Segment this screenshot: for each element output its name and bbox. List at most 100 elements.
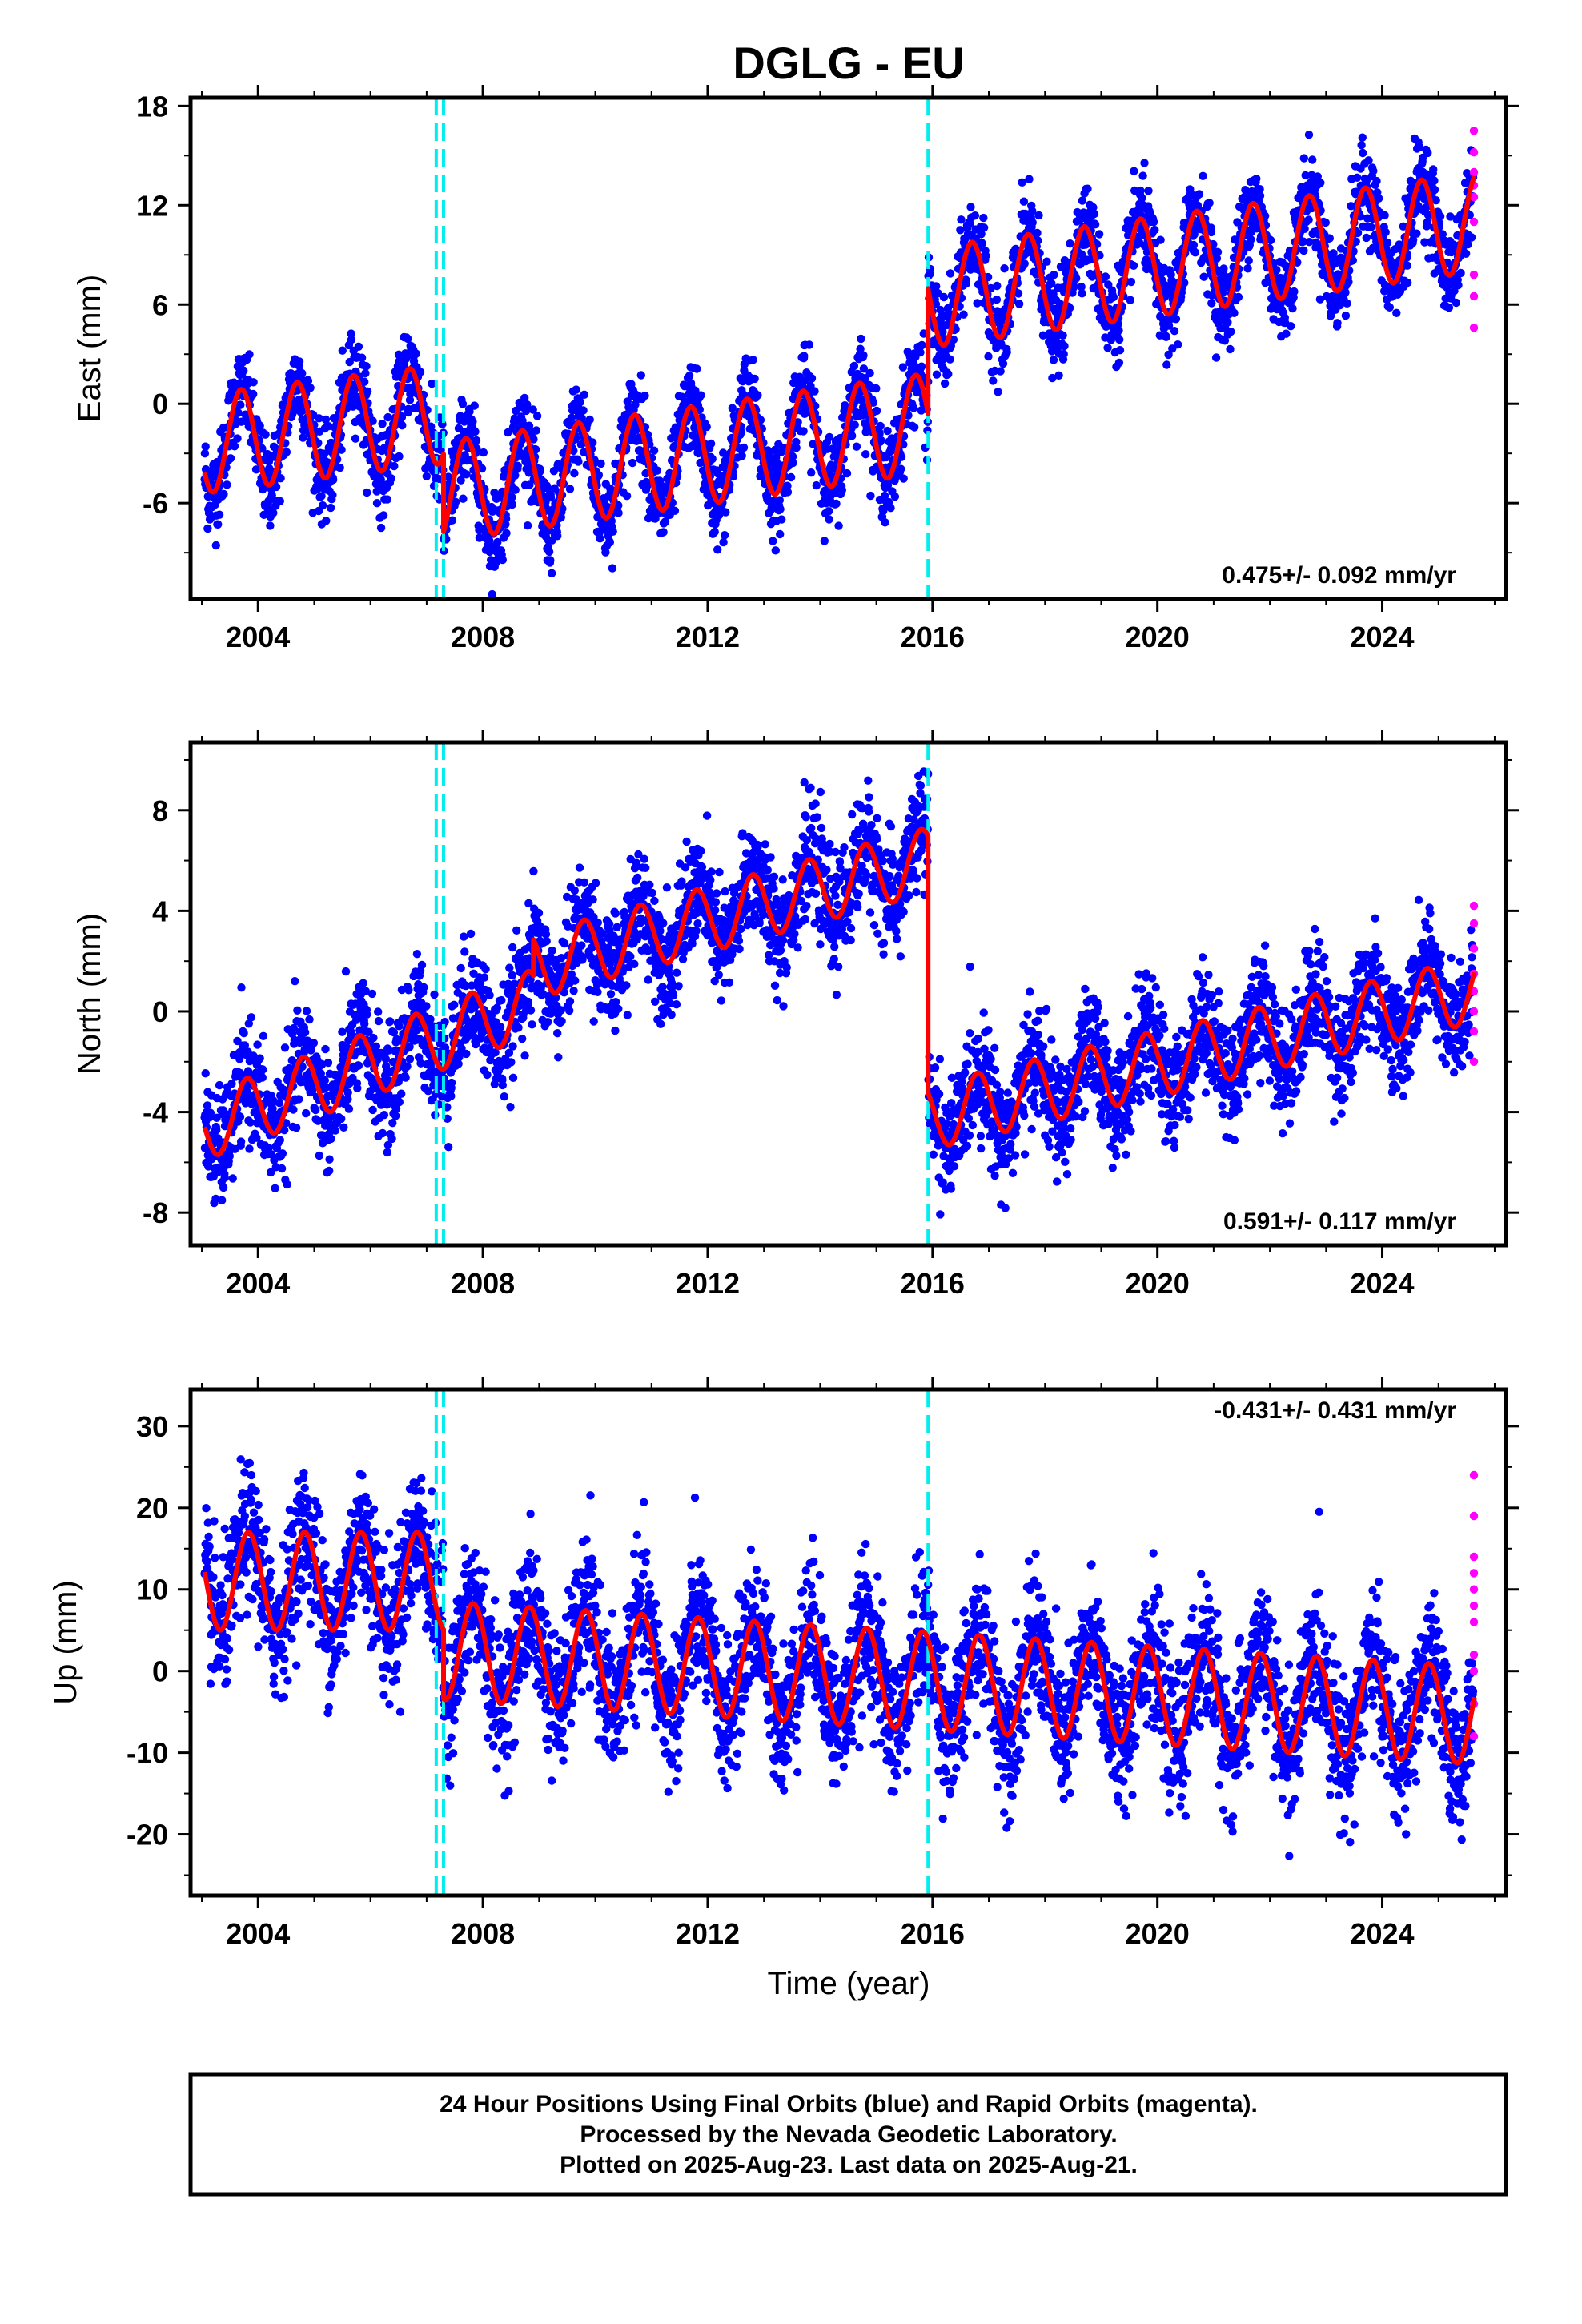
final-orbit-point <box>1308 155 1317 164</box>
final-orbit-point <box>328 490 337 500</box>
final-orbit-point <box>1435 211 1445 221</box>
final-orbit-point <box>236 400 245 409</box>
final-orbit-point <box>335 463 344 472</box>
final-orbit-point <box>553 532 562 541</box>
final-orbit-point <box>1223 318 1232 327</box>
final-orbit-point <box>940 379 950 388</box>
final-orbit-point <box>387 1134 396 1144</box>
final-orbit-point <box>306 384 315 392</box>
final-orbit-point <box>280 1043 290 1052</box>
final-orbit-point <box>1034 211 1043 220</box>
final-orbit-point <box>420 983 428 992</box>
final-orbit-point <box>636 371 645 380</box>
final-orbit-point <box>267 491 276 500</box>
final-orbit-point <box>470 401 479 410</box>
final-orbit-point <box>354 342 363 351</box>
rapid-orbit-point <box>1469 270 1479 279</box>
final-orbit-point <box>1380 211 1389 220</box>
final-orbit-point <box>311 1105 320 1115</box>
final-orbit-point <box>992 295 1002 304</box>
final-orbit-point <box>245 350 254 359</box>
final-orbit-point <box>1189 240 1199 250</box>
final-orbit-point <box>327 1134 335 1144</box>
final-orbit-point <box>1025 175 1034 183</box>
final-orbit-point <box>271 482 281 492</box>
final-orbit-point <box>545 526 554 535</box>
final-orbit-point <box>932 282 941 291</box>
final-orbit-point <box>659 528 668 537</box>
final-orbit-point <box>1456 268 1465 278</box>
final-orbit-point <box>570 468 579 478</box>
final-orbit-point <box>1234 292 1243 302</box>
final-orbit-point <box>869 398 878 407</box>
final-orbit-point <box>628 458 637 468</box>
final-orbit-point <box>531 445 540 454</box>
final-orbit-point <box>548 569 556 577</box>
final-orbit-point <box>289 1105 298 1114</box>
final-orbit-point <box>1162 360 1171 369</box>
final-orbit-point <box>318 501 327 510</box>
final-orbit-point <box>1144 187 1153 195</box>
final-orbit-point <box>298 368 307 378</box>
final-orbit-point <box>574 457 583 466</box>
final-orbit-point <box>917 340 926 350</box>
final-orbit-point <box>215 510 224 519</box>
final-orbit-point <box>212 1126 221 1135</box>
final-orbit-point <box>1000 264 1009 273</box>
final-orbit-point <box>1129 261 1138 270</box>
final-orbit-point <box>283 1180 291 1189</box>
final-orbit-point <box>994 388 1002 396</box>
final-orbit-point <box>363 387 372 396</box>
final-orbit-point <box>810 387 819 396</box>
final-orbit-point <box>337 445 346 454</box>
final-orbit-point <box>367 989 377 999</box>
final-orbit-point <box>786 472 796 482</box>
rapid-orbit-point <box>1469 167 1479 177</box>
final-orbit-point <box>880 491 889 501</box>
final-orbit-point <box>1115 346 1125 355</box>
final-orbit-point <box>427 422 436 431</box>
final-orbit-point <box>259 1065 267 1074</box>
final-orbit-point <box>970 211 980 220</box>
final-orbit-point <box>325 1166 334 1176</box>
final-orbit-point <box>458 400 468 408</box>
final-orbit-point <box>1199 171 1207 180</box>
final-orbit-point <box>1209 239 1218 249</box>
final-orbit-point <box>488 589 496 599</box>
final-orbit-point <box>697 391 705 400</box>
final-orbit-point <box>1343 299 1351 308</box>
final-orbit-point <box>890 492 900 501</box>
final-orbit-point <box>1190 230 1199 239</box>
final-orbit-point <box>353 1084 362 1093</box>
final-orbit-point <box>282 448 291 456</box>
final-orbit-point <box>1078 196 1087 205</box>
final-orbit-point <box>1375 194 1383 203</box>
final-orbit-point <box>1227 327 1235 336</box>
y-tick-label: 12 <box>136 189 168 222</box>
final-orbit-point <box>1304 131 1314 139</box>
final-orbit-point <box>266 521 275 530</box>
final-orbit-point <box>215 1080 224 1090</box>
final-orbit-point <box>753 391 762 400</box>
final-orbit-point <box>917 362 926 371</box>
final-orbit-point <box>608 564 617 573</box>
final-orbit-point <box>1149 218 1158 227</box>
final-orbit-point <box>1385 303 1395 312</box>
final-orbit-point <box>859 351 868 360</box>
final-orbit-point <box>368 1105 377 1115</box>
final-orbit-point <box>1114 326 1123 335</box>
final-orbit-point <box>1126 296 1135 304</box>
final-orbit-point <box>303 376 313 385</box>
final-orbit-point <box>362 362 371 371</box>
final-orbit-point <box>800 352 809 360</box>
final-orbit-point <box>812 480 821 490</box>
final-orbit-point <box>1191 248 1200 257</box>
final-orbit-point <box>249 389 258 399</box>
final-orbit-point <box>614 509 623 517</box>
x-tick-label: 2024 <box>1350 621 1414 653</box>
final-orbit-point <box>852 442 861 451</box>
final-orbit-point <box>949 335 958 344</box>
final-orbit-point <box>397 1089 406 1098</box>
final-orbit-point <box>1028 218 1037 227</box>
